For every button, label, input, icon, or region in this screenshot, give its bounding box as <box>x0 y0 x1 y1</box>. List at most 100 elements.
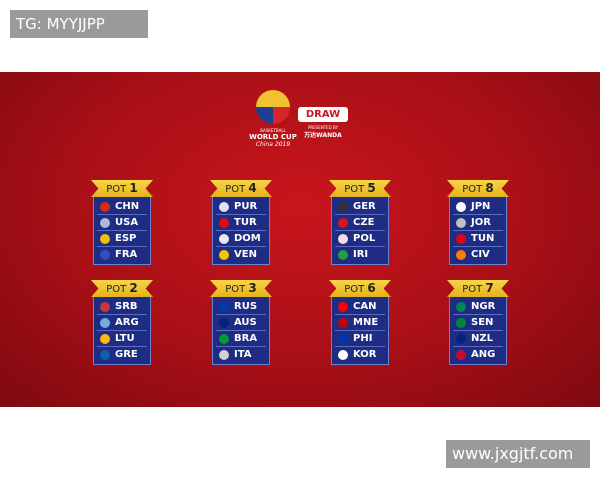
team-row: CAN <box>335 299 385 315</box>
draw-banner: BASKETBALL WORLD CUP China 2019 DRAW PRE… <box>0 72 600 407</box>
draw-badge: DRAW PRESENTED BY 万达WANDA <box>298 107 348 139</box>
team-row: GER <box>335 199 385 215</box>
team-row: DOM <box>216 231 266 247</box>
pot-header: POT 6 <box>329 280 391 297</box>
team-code: ESP <box>115 233 137 244</box>
flag-icon <box>219 301 229 312</box>
team-code: SEN <box>471 317 494 328</box>
team-row: ARG <box>97 315 147 331</box>
flag-icon <box>456 349 466 360</box>
team-code: JPN <box>471 201 491 212</box>
team-code: GRE <box>115 349 138 360</box>
team-list: CAN MNE PHI KOR <box>331 296 389 365</box>
team-code: CZE <box>353 217 375 228</box>
pot-header: POT 1 <box>91 180 153 197</box>
team-row: SRB <box>97 299 147 315</box>
flag-icon <box>100 333 110 344</box>
team-row: NGR <box>453 299 503 315</box>
flag-icon <box>338 233 348 244</box>
logo-line3: China 2019 <box>255 141 291 148</box>
pot-6: POT 6 CAN MNE PHI KOR <box>324 280 396 365</box>
pot-3: POT 3 RUS AUS BRA ITA <box>205 280 277 365</box>
draw-label: DRAW <box>298 107 348 122</box>
team-row: GRE <box>97 347 147 362</box>
basketball-logo-icon <box>256 90 290 124</box>
team-row: CHN <box>97 199 147 215</box>
team-code: SRB <box>115 301 138 312</box>
flag-icon <box>456 317 466 328</box>
team-list: SRB ARG LTU GRE <box>93 296 151 365</box>
flag-icon <box>338 201 348 212</box>
world-cup-logo: BASKETBALL WORLD CUP China 2019 <box>248 90 298 148</box>
team-code: POL <box>353 233 376 244</box>
flag-icon <box>456 301 466 312</box>
flag-icon <box>100 233 110 244</box>
team-row: ITA <box>216 347 266 362</box>
logo-line1: BASKETBALL <box>260 128 286 133</box>
pot-label: POT <box>344 284 365 295</box>
team-row: TUN <box>453 231 503 247</box>
flag-icon <box>100 249 110 260</box>
team-code: JOR <box>471 217 491 228</box>
pot-label: POT <box>225 184 246 195</box>
flag-icon <box>338 249 348 260</box>
team-row: ANG <box>453 347 503 362</box>
team-row: USA <box>97 215 147 231</box>
team-code: TUN <box>471 233 495 244</box>
team-code: PUR <box>234 201 258 212</box>
team-code: CAN <box>353 301 377 312</box>
team-code: TUR <box>234 217 257 228</box>
pot-header: POT 4 <box>210 180 272 197</box>
team-code: GER <box>353 201 376 212</box>
flag-icon <box>456 333 466 344</box>
team-list: JPN JOR TUN CIV <box>449 196 507 265</box>
sponsor: 万达WANDA <box>304 132 342 139</box>
team-row: JPN <box>453 199 503 215</box>
flag-icon <box>219 349 229 360</box>
pot-2: POT 2 SRB ARG LTU GRE <box>86 280 158 365</box>
pot-number: 1 <box>129 181 138 195</box>
team-list: PUR TUR DOM VEN <box>212 196 270 265</box>
team-row: LTU <box>97 331 147 347</box>
pot-number: 4 <box>248 181 257 195</box>
flag-icon <box>338 217 348 228</box>
team-row: TUR <box>216 215 266 231</box>
team-code: CIV <box>471 249 490 260</box>
team-row: KOR <box>335 347 385 362</box>
flag-icon <box>338 301 348 312</box>
team-code: PHI <box>353 333 373 344</box>
team-list: CHN USA ESP FRA <box>93 196 151 265</box>
team-code: AUS <box>234 317 257 328</box>
flag-icon <box>219 201 229 212</box>
team-row: SEN <box>453 315 503 331</box>
pot-number: 5 <box>367 181 376 195</box>
pot-label: POT <box>462 184 483 195</box>
flag-icon <box>338 349 348 360</box>
logo-line2: WORLD CUP <box>249 133 297 141</box>
pot-header: POT 7 <box>447 280 509 297</box>
team-row: NZL <box>453 331 503 347</box>
team-row: IRI <box>335 247 385 262</box>
flag-icon <box>456 201 466 212</box>
flag-icon <box>456 217 466 228</box>
team-code: FRA <box>115 249 138 260</box>
team-row: CIV <box>453 247 503 262</box>
team-row: AUS <box>216 315 266 331</box>
team-code: BRA <box>234 333 258 344</box>
pot-4: POT 4 PUR TUR DOM VEN <box>205 180 277 265</box>
pot-number: 7 <box>485 281 494 295</box>
team-code: CHN <box>115 201 140 212</box>
flag-icon <box>100 201 110 212</box>
flag-icon <box>219 233 229 244</box>
team-code: ANG <box>471 349 496 360</box>
pot-7: POT 7 NGR SEN NZL ANG <box>442 280 514 365</box>
pot-header: POT 8 <box>447 180 509 197</box>
team-row: CZE <box>335 215 385 231</box>
team-row: VEN <box>216 247 266 262</box>
pot-number: 6 <box>367 281 376 295</box>
pot-number: 3 <box>248 281 257 295</box>
flag-icon <box>338 317 348 328</box>
team-row: PHI <box>335 331 385 347</box>
team-code: RUS <box>234 301 258 312</box>
flag-icon <box>100 317 110 328</box>
